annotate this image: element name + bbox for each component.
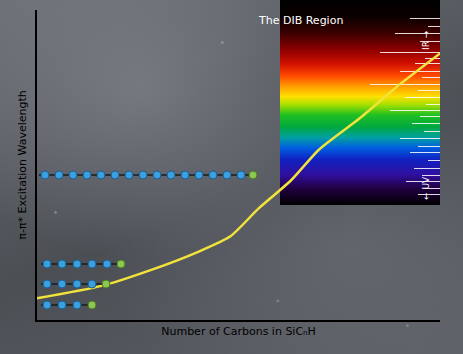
svg-text:The DIB Region: The DIB Region [258, 14, 343, 27]
svg-text:Number of Carbons in SiCₙH: Number of Carbons in SiCₙH [161, 325, 316, 338]
svg-text:π-π* Excitation Wavelength: π-π* Excitation Wavelength [16, 90, 29, 239]
svg-text:← UV: ← UV [421, 176, 431, 200]
svg-text:IR →: IR → [421, 30, 431, 50]
